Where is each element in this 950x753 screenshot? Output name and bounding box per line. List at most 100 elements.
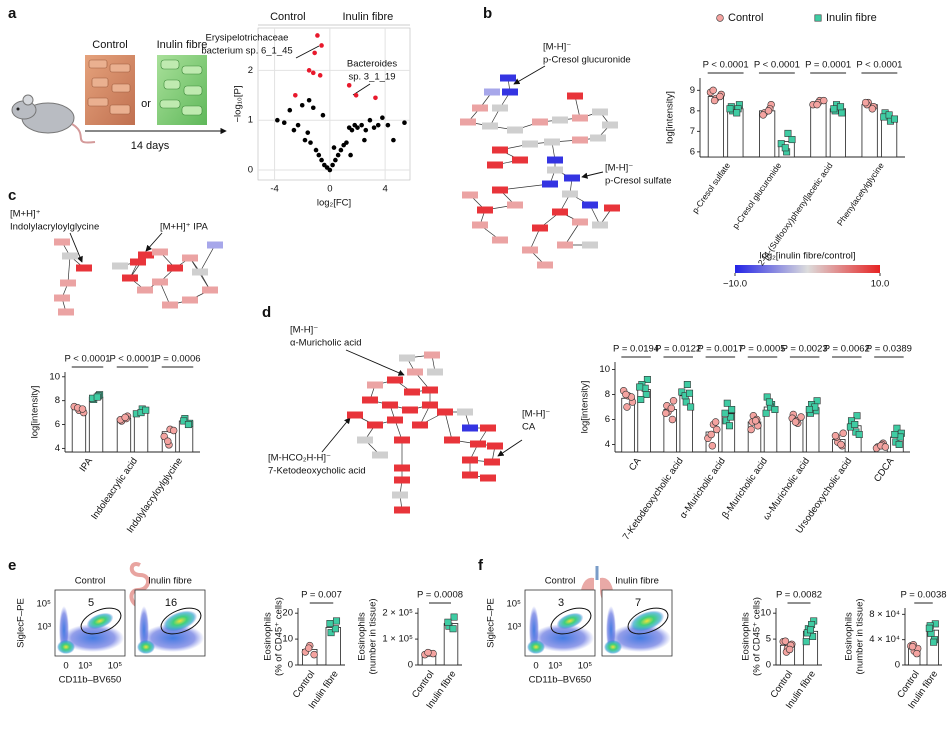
network-node	[422, 401, 438, 409]
p-value: P < 0.0001	[109, 354, 155, 365]
network-node	[542, 180, 558, 188]
data-point	[788, 136, 796, 144]
data-point	[180, 417, 188, 425]
group-header: Control	[270, 11, 305, 23]
data-point	[805, 405, 813, 413]
flow-gate	[80, 607, 122, 635]
data-point	[317, 73, 323, 78]
p-value: P = 0.0006	[154, 354, 200, 365]
flow-group-label: Control	[545, 576, 576, 587]
data-point	[669, 397, 678, 405]
flow-xlabel: CD11b–BV650	[529, 675, 592, 686]
network-annotation: [M-H]⁻	[543, 42, 571, 53]
data-point	[855, 430, 863, 438]
network-node	[207, 241, 223, 249]
y-tick-label: 8	[55, 395, 60, 406]
flow-xtick-label: 10⁵	[108, 661, 123, 672]
y-tick-label: 8	[690, 105, 695, 116]
data-point	[726, 105, 734, 113]
or-label: or	[141, 98, 151, 110]
flow-density	[556, 612, 584, 630]
data-point	[306, 68, 312, 73]
y-axis-label: −log₁₀[P]	[233, 86, 244, 123]
network	[54, 238, 223, 316]
network-node	[480, 474, 496, 482]
y-tick-label: 0	[248, 165, 253, 176]
legend-label: Control	[728, 12, 763, 24]
x-tick-label: -4	[270, 184, 278, 195]
data-point	[713, 425, 721, 434]
data-point	[327, 167, 333, 173]
network-annotation: 7-Ketodeoxycholic acid	[268, 466, 366, 477]
flow-ytick-label: 10³	[37, 622, 51, 633]
data-point	[667, 404, 676, 412]
data-point	[450, 613, 458, 621]
data-point	[687, 403, 695, 411]
data-point	[315, 33, 320, 38]
data-point	[449, 625, 457, 633]
gate-percentage: 16	[165, 597, 177, 609]
data-point	[851, 420, 859, 428]
data-point	[837, 103, 845, 111]
colorbar-tick-label: 10.0	[871, 279, 890, 290]
network-node	[552, 208, 568, 216]
data-point	[333, 617, 341, 625]
network-node	[572, 218, 588, 226]
network-node	[532, 118, 548, 126]
colorbar-tick-label: −10.0	[723, 279, 747, 290]
data-point	[308, 140, 313, 145]
flow-xtick-label: 0	[533, 661, 538, 672]
gate-percentage: 3	[558, 597, 564, 609]
network-node	[590, 134, 606, 142]
network-annotation: Indolylacryloylglycine	[10, 222, 99, 233]
p-value: P = 0.0017	[697, 344, 743, 355]
network-node	[122, 274, 138, 282]
control-diet-pellets	[87, 59, 131, 115]
data-point	[747, 425, 755, 434]
data-point	[424, 648, 432, 657]
network-node	[470, 440, 486, 448]
network-node	[602, 121, 618, 129]
network-node	[522, 140, 538, 148]
data-point	[643, 375, 651, 383]
network-node	[407, 368, 423, 376]
network-node	[404, 388, 420, 396]
data-point	[784, 129, 792, 137]
network-node	[437, 408, 453, 416]
x-tick-label: CA	[627, 455, 644, 473]
network-node	[544, 138, 560, 146]
p-value: P = 0.0023	[782, 344, 828, 355]
network-node	[202, 286, 218, 294]
data-point	[771, 405, 779, 413]
network-node	[137, 286, 153, 294]
network-node	[167, 264, 183, 272]
network-node	[399, 354, 415, 362]
data-point	[330, 162, 335, 168]
data-point	[169, 426, 178, 435]
data-point	[708, 442, 717, 450]
network-node	[60, 279, 76, 287]
x-axis-label: log₂[FC]	[317, 198, 351, 209]
data-point	[686, 389, 694, 397]
network-annotation: [M-H]⁻	[290, 325, 318, 336]
data-point	[295, 122, 301, 128]
data-point	[709, 86, 717, 95]
network-node	[427, 368, 443, 376]
x-tick-label: ω-Muricholic acid	[761, 456, 812, 522]
data-point	[797, 413, 805, 421]
data-point	[725, 422, 733, 430]
network-node	[472, 104, 488, 112]
flow-density	[162, 610, 198, 632]
flow-density	[57, 640, 75, 654]
network-node	[387, 416, 403, 424]
gate-percentage: 5	[88, 597, 94, 609]
network-node	[462, 191, 478, 199]
duration-label: 14 days	[131, 140, 170, 152]
y-tick-label: 1	[248, 115, 253, 126]
data-point	[344, 140, 349, 145]
data-point	[839, 429, 847, 437]
flow-density	[137, 640, 155, 654]
network-edge	[564, 221, 581, 246]
flow-ytick-label: 10³	[507, 622, 521, 633]
data-point	[791, 418, 800, 426]
